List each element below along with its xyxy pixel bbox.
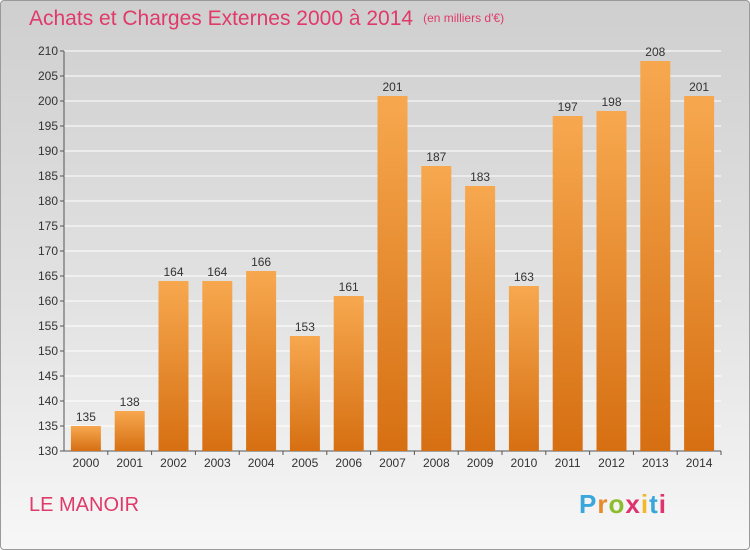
bar [508, 286, 539, 451]
x-tick-label: 2014 [686, 456, 713, 470]
bar [70, 426, 101, 451]
y-tick-label: 210 [38, 44, 58, 58]
bar [596, 111, 627, 451]
y-tick-label: 170 [38, 244, 58, 258]
y-tick-label: 165 [38, 269, 58, 283]
x-tick-label: 2003 [204, 456, 231, 470]
x-tick-label: 2009 [467, 456, 494, 470]
y-tick-label: 150 [38, 344, 58, 358]
x-tick-label: 2011 [555, 456, 581, 470]
logo-letter: r [597, 489, 609, 519]
y-tick-label: 140 [38, 394, 58, 408]
bar [421, 166, 452, 451]
logo-letter: x [625, 489, 641, 519]
bar [246, 271, 277, 451]
chart-title: Achats et Charges Externes 2000 à 2014 (e… [29, 7, 504, 31]
x-tick-label: 2000 [73, 456, 100, 470]
y-tick-label: 135 [38, 419, 58, 433]
data-label: 153 [295, 320, 315, 334]
x-tick-label: 2008 [423, 456, 450, 470]
bar [202, 281, 233, 451]
data-label: 164 [163, 265, 183, 279]
data-label: 197 [558, 100, 578, 114]
x-tick-label: 2005 [292, 456, 319, 470]
logo-letter: o [608, 489, 626, 519]
logo-letter: P [579, 489, 598, 519]
chart-subtitle: (en milliers d'€) [423, 11, 505, 25]
bar [114, 411, 145, 451]
data-label: 135 [76, 410, 96, 424]
bar [465, 186, 496, 451]
axes: 130 135 140 145 150 155 160 165 170 175 180 185 190 1… [38, 44, 722, 470]
chart-title-text: Achats et Charges Externes 2000 à 2014 [29, 7, 414, 30]
data-label: 187 [426, 150, 446, 164]
y-tick-label: 195 [38, 119, 58, 133]
data-label: 198 [601, 95, 621, 109]
data-label: 201 [689, 80, 709, 94]
x-tick-label: 2004 [248, 456, 275, 470]
y-tick-label: 130 [38, 444, 58, 458]
x-tick-label: 2012 [598, 456, 625, 470]
y-tick-label: 185 [38, 169, 58, 183]
x-tick-label: 2010 [511, 456, 538, 470]
data-labels: 135 138 164 164 166 153 161 201 187 183 163 197 198 2… [76, 45, 710, 424]
logo-letter: i [640, 489, 650, 519]
place-name: LE MANOIR [29, 494, 140, 516]
data-label: 161 [339, 280, 359, 294]
data-label: 163 [514, 270, 534, 284]
y-tick-label: 205 [38, 69, 58, 83]
y-tick-label: 175 [38, 219, 58, 233]
y-tick-label: 180 [38, 194, 58, 208]
bar [377, 96, 408, 451]
data-label: 138 [120, 395, 140, 409]
bars [70, 61, 715, 451]
data-label: 201 [382, 80, 402, 94]
data-label: 183 [470, 170, 490, 184]
x-tick-label: 2001 [116, 456, 143, 470]
bar [333, 296, 364, 451]
bar [640, 61, 671, 451]
proxiti-logo: Proxiti [579, 489, 667, 520]
data-label: 166 [251, 255, 271, 269]
y-tick-label: 155 [38, 319, 58, 333]
y-tick-label: 190 [38, 144, 58, 158]
logo-letter: i [658, 489, 667, 519]
data-label: 208 [645, 45, 665, 59]
y-tick-label: 145 [38, 369, 58, 383]
bar [684, 96, 715, 451]
bar [552, 116, 583, 451]
x-tick-label: 2002 [160, 456, 187, 470]
bar [158, 281, 189, 451]
y-tick-label: 160 [38, 294, 58, 308]
x-tick-label: 2013 [642, 456, 669, 470]
x-tick-label: 2007 [379, 456, 406, 470]
logo-letter: t [649, 489, 659, 519]
y-tick-label: 200 [38, 94, 58, 108]
data-label: 164 [207, 265, 227, 279]
bar [289, 336, 320, 451]
x-tick-label: 2006 [335, 456, 362, 470]
